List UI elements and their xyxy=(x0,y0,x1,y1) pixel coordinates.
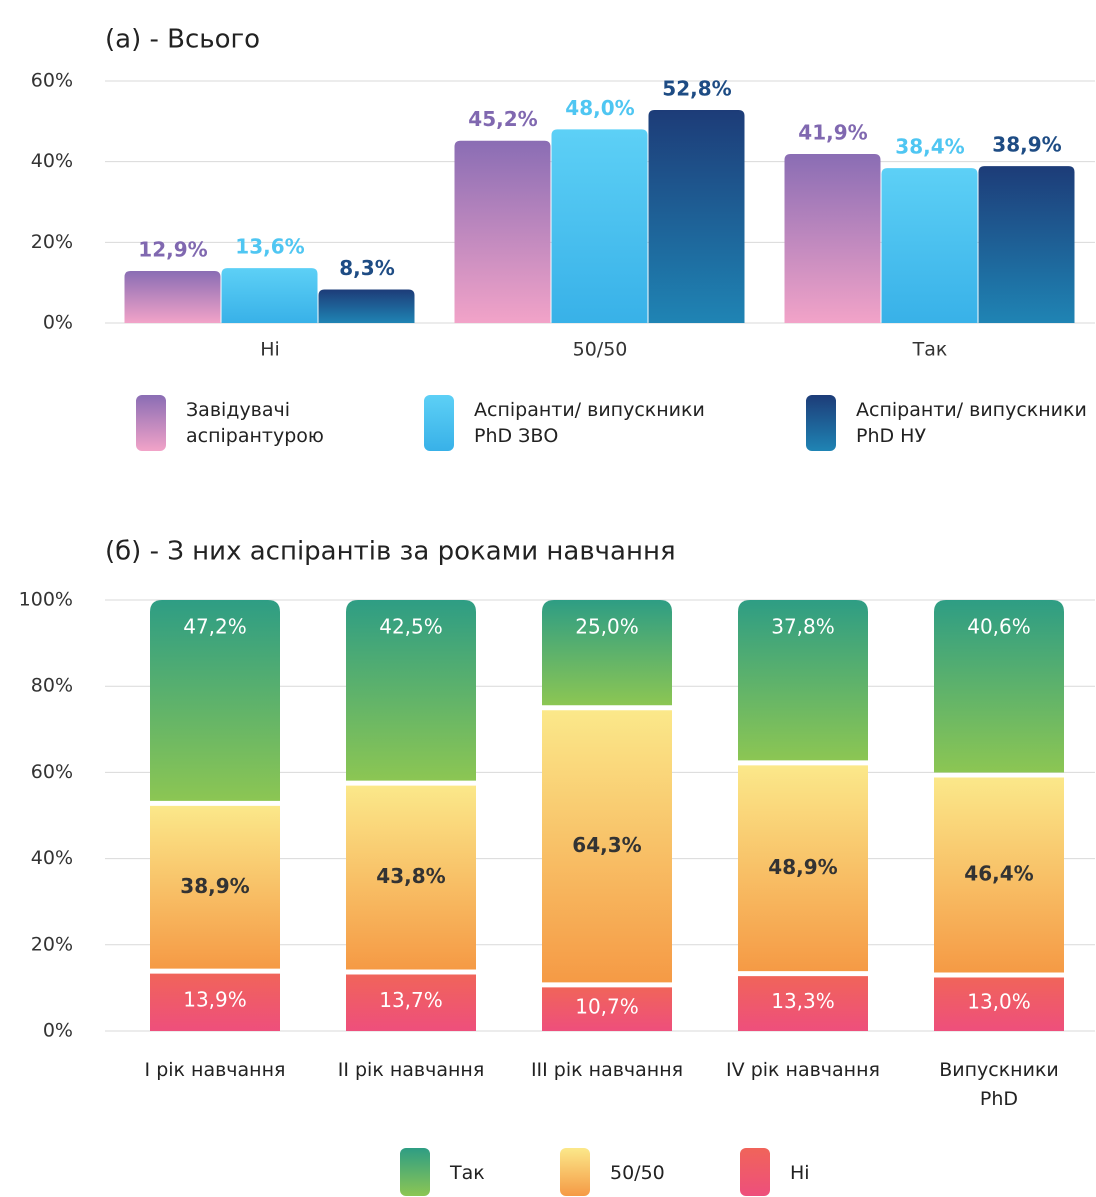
bar-segment xyxy=(542,987,672,1031)
data-label: 13,0% xyxy=(967,989,1031,1013)
data-label: 42,5% xyxy=(379,615,443,639)
y-tick-label: 40% xyxy=(31,150,73,172)
y-tick-label: 60% xyxy=(31,761,73,783)
legend-label: Аспіранти/ випускники PhD НУ xyxy=(856,399,1087,447)
bar-segment xyxy=(738,765,868,972)
data-label: 45,2% xyxy=(468,107,537,131)
x-tick-label: II рік навчання xyxy=(337,1059,485,1081)
bar xyxy=(454,140,551,323)
legend-label: 50/50 xyxy=(610,1162,665,1184)
bar-segment xyxy=(346,974,476,1031)
y-tick-label: 80% xyxy=(31,675,73,697)
legend-swatch xyxy=(136,395,166,451)
bar xyxy=(978,166,1075,323)
x-tick-label: I рік навчання xyxy=(144,1059,286,1081)
y-tick-label: 20% xyxy=(31,933,73,955)
bar-segment xyxy=(542,710,672,983)
bar-segment xyxy=(346,785,476,970)
data-label: 46,4% xyxy=(964,861,1033,885)
bar-segment xyxy=(738,600,868,761)
data-label: 38,4% xyxy=(895,135,964,159)
data-label: 47,2% xyxy=(183,615,247,639)
bar xyxy=(784,154,881,323)
x-tick-label: Ні xyxy=(260,339,280,361)
x-tick-label: Випускники PhD xyxy=(939,1059,1059,1110)
bar xyxy=(318,289,415,323)
bar-segment xyxy=(934,777,1064,973)
bar xyxy=(881,168,978,323)
legend-label: Аспіранти/ випускники PhD ЗВО xyxy=(474,399,705,447)
data-label: 37,8% xyxy=(771,615,835,639)
bar-segment xyxy=(738,976,868,1031)
x-tick-label: Так xyxy=(912,339,948,361)
y-tick-label: 0% xyxy=(43,312,73,334)
legend-label: Так xyxy=(450,1162,485,1184)
data-label: 40,6% xyxy=(967,615,1031,639)
y-tick-label: 40% xyxy=(31,847,73,869)
data-label: 13,3% xyxy=(771,989,835,1013)
data-label: 13,6% xyxy=(235,235,304,259)
x-tick-label: 50/50 xyxy=(573,339,628,361)
data-label: 41,9% xyxy=(798,121,867,145)
data-label: 48,9% xyxy=(768,855,837,879)
y-tick-label: 60% xyxy=(31,70,73,92)
data-label: 38,9% xyxy=(992,133,1061,157)
data-label: 64,3% xyxy=(572,833,641,857)
legend-swatch xyxy=(400,1148,430,1196)
bar xyxy=(124,270,221,323)
legend-swatch xyxy=(424,395,454,451)
data-label: 43,8% xyxy=(376,864,445,888)
bar xyxy=(551,129,648,323)
data-label: 12,9% xyxy=(138,237,207,261)
x-tick-label: III рік навчання xyxy=(530,1059,684,1081)
data-label: 13,9% xyxy=(183,988,247,1012)
bar-segment xyxy=(346,600,476,781)
data-label: 52,8% xyxy=(662,77,731,101)
bar xyxy=(648,110,745,323)
legend-label: Ні xyxy=(790,1162,810,1184)
data-label: 13,7% xyxy=(379,988,443,1012)
legend-swatch xyxy=(740,1148,770,1196)
y-tick-label: 0% xyxy=(43,1020,73,1042)
bar-segment xyxy=(934,977,1064,1031)
bar-segment xyxy=(150,805,280,969)
bar-segment xyxy=(150,973,280,1031)
x-tick-label: IV рік навчання xyxy=(726,1059,880,1081)
bar-segment xyxy=(934,600,1064,773)
data-label: 10,7% xyxy=(575,994,639,1018)
y-tick-label: 20% xyxy=(31,231,73,253)
data-label: 8,3% xyxy=(339,256,394,280)
legend-swatch xyxy=(560,1148,590,1196)
chart-title: (а) - Всього xyxy=(105,25,260,55)
data-label: 48,0% xyxy=(565,96,634,120)
bar xyxy=(221,268,318,323)
data-label: 38,9% xyxy=(180,874,249,898)
bar-segment xyxy=(542,600,672,706)
y-tick-label: 100% xyxy=(19,589,73,611)
legend-label: Завідувачі аспірантурою xyxy=(186,399,324,447)
data-label: 25,0% xyxy=(575,615,639,639)
chart-title: (б) - З них аспірантів за роками навчанн… xyxy=(105,537,676,567)
bar-segment xyxy=(150,600,280,801)
legend-swatch xyxy=(806,395,836,451)
